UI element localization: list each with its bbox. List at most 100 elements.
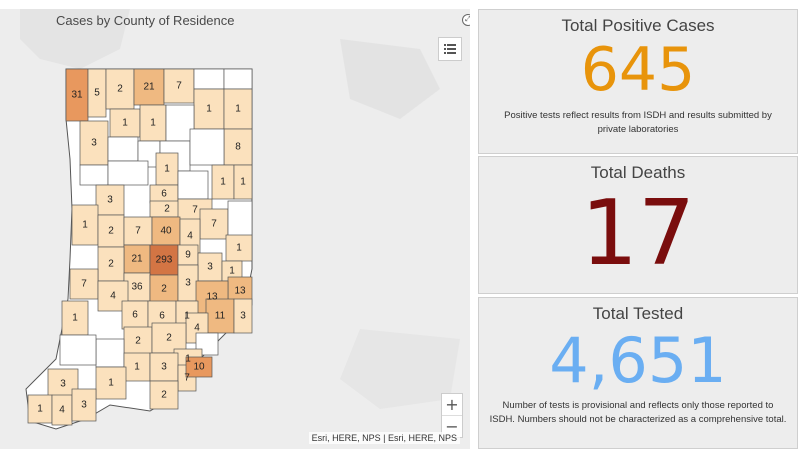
- county-shape[interactable]: [105, 68, 135, 110]
- county-shape[interactable]: [151, 322, 187, 354]
- county-case-count: 3: [60, 379, 66, 390]
- county-shape[interactable]: [123, 244, 151, 274]
- county-shape[interactable]: [149, 380, 179, 410]
- county-case-count: 2: [164, 204, 170, 215]
- county-case-count: 2: [166, 333, 172, 344]
- county-shape[interactable]: [97, 246, 125, 282]
- county-case-count: 7: [192, 205, 198, 216]
- county-case-count: 1: [164, 164, 170, 175]
- positive-cases-panel: Total Positive Cases 645 Positive tests …: [478, 9, 798, 154]
- county-shape[interactable]: [185, 356, 213, 378]
- county-shape[interactable]: [199, 208, 229, 240]
- county-shape[interactable]: [223, 68, 253, 90]
- map-title: Cases by County of Residence: [56, 13, 235, 28]
- county-case-count: 4: [59, 405, 65, 416]
- county-case-count: 2: [161, 390, 167, 401]
- county-shape[interactable]: [61, 300, 89, 336]
- county-shape[interactable]: [71, 388, 97, 422]
- county-shapes: [25, 68, 253, 430]
- county-shape[interactable]: [107, 136, 139, 162]
- county-shape[interactable]: [109, 108, 141, 138]
- list-icon: [444, 44, 456, 54]
- county-case-count: 7: [184, 373, 190, 384]
- county-shape[interactable]: [223, 128, 253, 166]
- positive-cases-title: Total Positive Cases: [561, 16, 715, 35]
- zoom-in-button[interactable]: +: [445, 395, 459, 414]
- county-shape[interactable]: [163, 68, 195, 104]
- county-shape[interactable]: [193, 68, 225, 90]
- county-case-count: 7: [176, 81, 182, 92]
- map-attribution: Esri, HERE, NPS | Esri, HERE, NPS: [308, 432, 460, 444]
- county-case-count: 1: [108, 378, 114, 389]
- expand-icon[interactable]: ⤢: [462, 14, 470, 26]
- county-case-count: 6: [161, 189, 167, 200]
- county-case-count: 6: [132, 310, 138, 321]
- county-shape[interactable]: [95, 338, 125, 368]
- legend-button[interactable]: [438, 37, 462, 61]
- county-case-count: 9: [185, 250, 191, 261]
- county-case-count: 2: [108, 259, 114, 270]
- county-case-count: 7: [211, 219, 217, 230]
- county-shape[interactable]: [71, 204, 99, 246]
- county-case-count: 21: [131, 254, 143, 265]
- county-case-count: 2: [117, 84, 123, 95]
- total-tested-value: 4,651: [549, 324, 727, 397]
- basemap-shape: [340, 329, 460, 409]
- county-shape[interactable]: [233, 164, 253, 200]
- total-tested-title: Total Tested: [592, 304, 684, 323]
- county-shape[interactable]: [123, 352, 151, 382]
- county-case-count: 4: [187, 231, 193, 242]
- county-shape[interactable]: [223, 88, 253, 130]
- county-case-count: 293: [156, 255, 173, 266]
- county-case-count: 1: [150, 118, 156, 129]
- deaths-title: Total Deaths: [590, 163, 686, 182]
- county-shape[interactable]: [27, 394, 53, 424]
- total-tested-panel: Total Tested 4,651 Number of tests is pr…: [478, 297, 798, 449]
- county-shape[interactable]: [95, 184, 125, 216]
- basemap-shape: [340, 39, 440, 119]
- county-case-count: 21: [143, 82, 155, 93]
- county-case-count: 3: [185, 278, 191, 289]
- county-shape[interactable]: [227, 200, 253, 238]
- county-shape[interactable]: [233, 298, 253, 334]
- county-shape[interactable]: [189, 128, 225, 166]
- county-case-count: 2: [161, 284, 167, 295]
- county-shape[interactable]: [95, 366, 127, 400]
- county-case-count: 36: [131, 282, 143, 293]
- county-case-count: 1: [220, 177, 226, 188]
- county-case-count: 2: [108, 226, 114, 237]
- county-case-count: 4: [194, 323, 200, 334]
- positive-cases-note: Positive tests reflect results from ISDH…: [504, 110, 772, 135]
- county-case-count: 1: [184, 311, 190, 322]
- county-shape[interactable]: [133, 68, 165, 106]
- county-shape[interactable]: [107, 160, 149, 186]
- county-case-count: 8: [235, 142, 241, 153]
- county-case-count: 1: [235, 104, 241, 115]
- county-case-count: 7: [135, 226, 141, 237]
- county-case-count: 7: [81, 279, 87, 290]
- county-case-count: 3: [161, 362, 167, 373]
- county-shape[interactable]: [225, 234, 253, 262]
- county-shape[interactable]: [177, 170, 209, 200]
- county-map-panel[interactable]: 31 5 2 21 7 1 1 1 1 3 8 1 1 1 6 3 2 7 1 2 7 7 40 4 1 21 293 9 2 3 1 7 36…: [0, 9, 470, 449]
- county-shape[interactable]: [151, 216, 181, 246]
- county-shape[interactable]: [197, 252, 223, 282]
- county-case-count: 13: [234, 286, 246, 297]
- county-shape[interactable]: [149, 352, 179, 382]
- county-case-count: 3: [240, 311, 246, 322]
- county-case-count: 3: [81, 400, 87, 411]
- deaths-panel: Total Deaths 17: [478, 156, 798, 294]
- county-case-count: 1: [206, 104, 212, 115]
- county-case-count: 3: [207, 262, 213, 273]
- zoom-out-button[interactable]: −: [442, 415, 462, 437]
- positive-cases-value: 645: [580, 35, 696, 105]
- county-shape[interactable]: [59, 334, 97, 366]
- county-case-count: 3: [107, 195, 113, 206]
- county-shape[interactable]: [79, 164, 109, 186]
- county-case-count: 1: [236, 243, 242, 254]
- county-case-count: 2: [135, 336, 141, 347]
- county-case-count: 31: [71, 90, 83, 101]
- county-shape[interactable]: [165, 104, 195, 142]
